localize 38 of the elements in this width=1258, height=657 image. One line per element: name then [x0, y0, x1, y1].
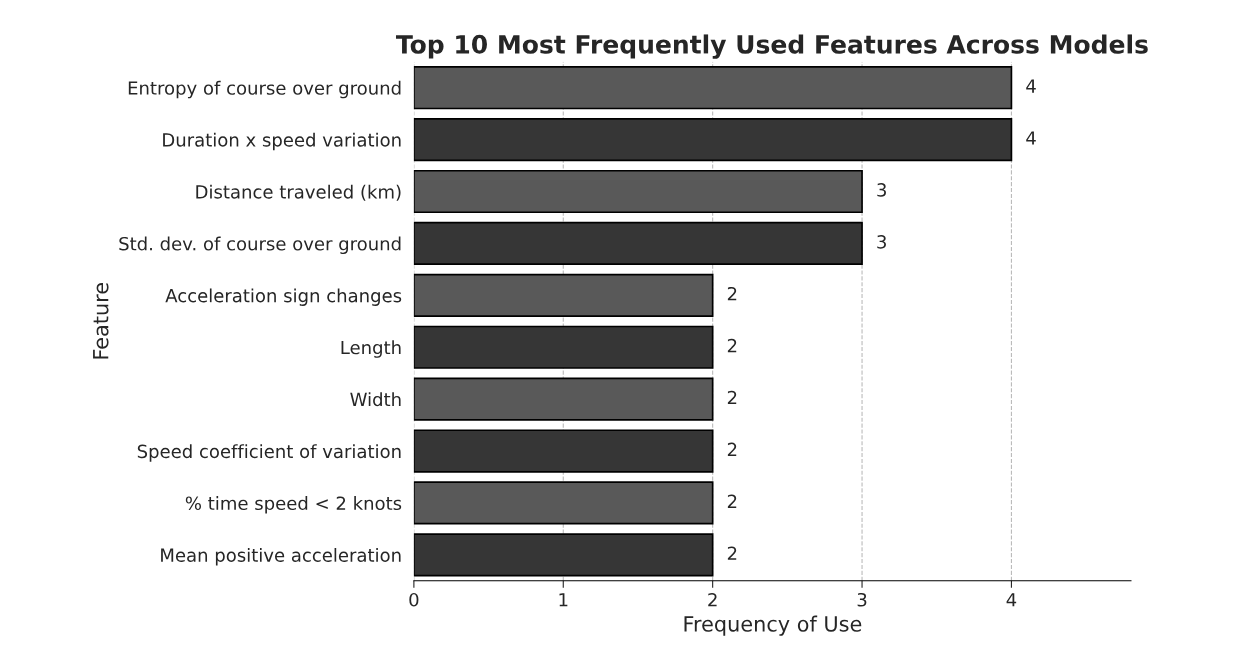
data-label: 2 [727, 286, 737, 301]
y-axis-title: Feature [93, 283, 109, 359]
data-label: 4 [1026, 79, 1036, 93]
y-tick-label: Length [341, 340, 401, 358]
data-label: 2 [727, 546, 737, 560]
y-tick-label: Duration x speed variation [163, 132, 401, 151]
chart-title: Top 10 Most Frequently Used Features Across Models [396, 34, 1148, 59]
bar [413, 429, 714, 473]
data-label: 2 [727, 390, 737, 405]
y-tick-label: Distance traveled (km) [196, 184, 401, 201]
data-label: 2 [727, 338, 737, 353]
data-label: 4 [1026, 131, 1036, 145]
x-axis-title: Frequency of Use [684, 615, 862, 636]
y-tick-label: Mean positive acceleration [161, 547, 401, 566]
x-tick-label: 0 [409, 592, 419, 607]
x-tick-label: 4 [1006, 593, 1017, 607]
bar [413, 481, 714, 525]
bar [413, 221, 863, 266]
data-label: 3 [877, 183, 886, 197]
x-tick-label: 2 [708, 592, 717, 607]
bar [413, 118, 1013, 162]
bar [413, 533, 714, 577]
data-label: 3 [877, 235, 886, 249]
y-tick-label: Speed coefficient of variation [137, 444, 401, 462]
data-label: 2 [727, 442, 737, 457]
y-tick-label: Entropy of course over ground [128, 80, 401, 99]
bar [413, 325, 714, 369]
data-label: 2 [727, 494, 737, 508]
y-tick-label: Width [350, 392, 401, 407]
bar [413, 377, 714, 421]
y-tick-label: % time speed < 2 knots [185, 496, 402, 514]
x-tick-label: 1 [559, 593, 568, 607]
bar [413, 169, 863, 214]
y-tick-label: Std. dev. of course over ground [119, 236, 401, 255]
x-tick-label: 3 [857, 592, 867, 607]
y-tick-label: Acceleration sign changes [165, 288, 402, 306]
bar [413, 66, 1013, 110]
bar [413, 273, 714, 317]
